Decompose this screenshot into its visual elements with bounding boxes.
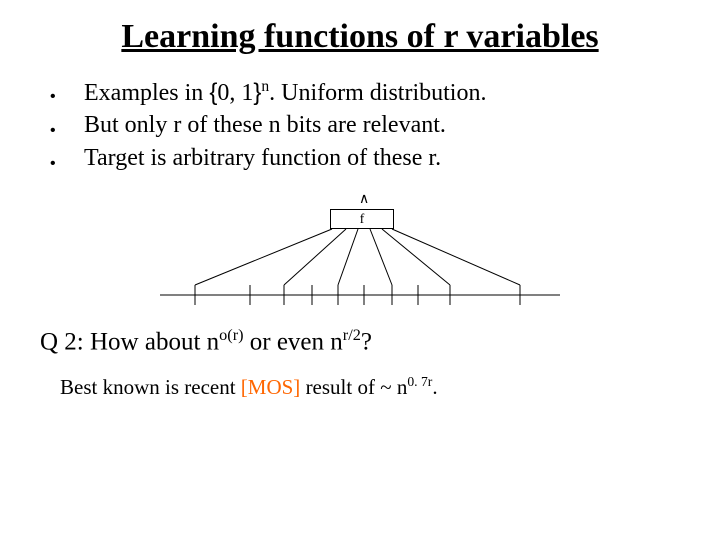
slide: Learning functions of r variables • Exam… [0,0,720,420]
bullet-marker: • [50,112,84,144]
best-pre: Best known is recent [60,375,241,399]
diagram-wrap: ∧ f [40,193,680,308]
bullet-item: • Examples in {0, 1}n. Uniform distribut… [50,78,680,110]
best-sup: 0. 7r [407,374,432,389]
diagram-svg [160,193,560,308]
b1-inner: 0, 1 [217,80,253,106]
bullet-item: • Target is arbitrary function of these … [50,145,680,177]
bullet-item: • But only r of these n bits are relevan… [50,112,680,144]
bullet-text-3: Target is arbitrary function of these r. [84,145,680,172]
bullet-list: • Examples in {0, 1}n. Uniform distribut… [50,78,680,177]
best-ref: [MOS] [241,375,301,399]
q2-pre: Q 2: How about n [40,328,219,355]
slide-title: Learning functions of r variables [40,18,680,56]
q2-sup2: r/2 [343,326,361,344]
q2-post: ? [361,328,372,355]
q2-sup1: o(r) [219,326,243,344]
b1-pre: Examples in [84,80,209,106]
best-post: . [432,375,437,399]
bullet-marker: • [50,78,84,110]
bullet-marker: • [50,145,84,177]
best-mid: result of ~ n [300,375,407,399]
diagram: ∧ f [160,193,560,308]
b1-sup: n [261,78,269,95]
bullet-text-2: But only r of these n bits are relevant. [84,112,680,139]
q2-mid: or even n [244,328,343,355]
q2-text: Q 2: How about no(r) or even nr/2? [40,326,680,356]
bullet-text-1: Examples in {0, 1}n. Uniform distributio… [84,78,680,107]
best-text: Best known is recent [MOS] result of ~ n… [60,374,680,400]
b1-post: . Uniform distribution. [269,80,486,106]
